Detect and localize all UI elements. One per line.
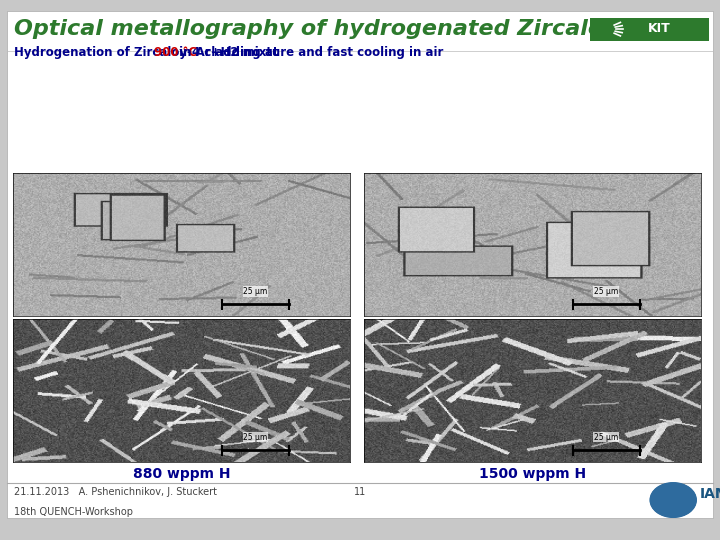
Text: IAM: IAM <box>700 487 720 501</box>
Text: 900 °C: 900 °C <box>154 46 197 59</box>
Text: in Ar+H2 mixture and fast cooling in air: in Ar+H2 mixture and fast cooling in air <box>175 46 444 59</box>
Text: 880 wppm H: 880 wppm H <box>132 467 230 481</box>
Circle shape <box>650 483 696 517</box>
Text: 11: 11 <box>354 487 366 497</box>
Text: 25 μm: 25 μm <box>594 433 618 442</box>
Text: 25 μm: 25 μm <box>243 433 268 442</box>
Text: 25 μm: 25 μm <box>594 287 618 296</box>
Text: 25 μm: 25 μm <box>243 287 268 296</box>
Text: 2000 wppm H: 2000 wppm H <box>128 321 235 335</box>
FancyBboxPatch shape <box>7 11 713 518</box>
Text: KIT: KIT <box>648 22 671 35</box>
Text: 21.11.2013   A. Pshenichnikov, J. Stuckert: 21.11.2013 A. Pshenichnikov, J. Stuckert <box>14 487 217 497</box>
Text: Optical metallography of hydrogenated Zircaloy-4: Optical metallography of hydrogenated Zi… <box>14 19 643 39</box>
Text: 18th QUENCH-Workshop: 18th QUENCH-Workshop <box>14 507 133 517</box>
Text: 1500 wppm H: 1500 wppm H <box>479 467 585 481</box>
Text: 6700 wppm H: 6700 wppm H <box>479 321 585 335</box>
Text: Hydrogenation of Zircaloy-4 cladding at: Hydrogenation of Zircaloy-4 cladding at <box>14 46 283 59</box>
FancyBboxPatch shape <box>590 18 709 40</box>
